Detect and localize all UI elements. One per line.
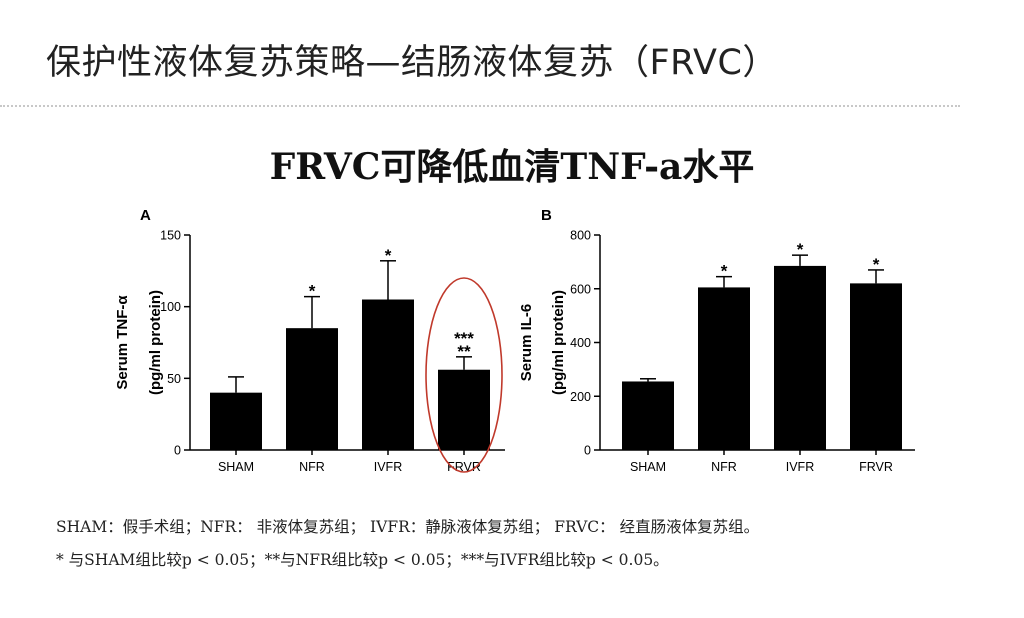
bar-ivfr xyxy=(362,299,414,450)
slide-title: 保护性液体复苏策略—结肠液体复苏（FRVC） xyxy=(46,43,778,83)
category-label: IVFR xyxy=(374,460,402,474)
bar-frvr xyxy=(850,283,902,450)
panel-letter: A xyxy=(140,207,151,224)
category-label: SHAM xyxy=(630,460,666,474)
y-tick-label: 150 xyxy=(160,229,181,243)
significance-marker: * xyxy=(873,255,880,274)
significance-marker: * xyxy=(309,282,316,301)
bar-ivfr xyxy=(774,265,826,450)
y-tick-label: 600 xyxy=(570,282,591,296)
bar-sham xyxy=(622,381,674,450)
category-label: IVFR xyxy=(786,460,814,474)
bar-nfr xyxy=(286,328,338,450)
charts-area: A 0 50 100 150 Serum TNF-α (pg/ml protein) SHAM… xyxy=(114,207,915,474)
y-axis-label-unit: (pg/ml protein) xyxy=(550,290,567,395)
category-label: FRVR xyxy=(859,460,893,474)
title-divider xyxy=(0,105,960,107)
y-axis-label: Serum IL-6 xyxy=(518,304,535,382)
bar-nfr xyxy=(698,287,750,450)
category-label: NFR xyxy=(299,460,325,474)
y-tick-label: 100 xyxy=(160,300,181,314)
y-tick-label: 800 xyxy=(570,229,591,243)
highlight-ellipse xyxy=(425,277,503,473)
slide-headline: FRVC可降低血清TNF-a水平 xyxy=(269,146,755,188)
panel-letter: B xyxy=(541,207,552,224)
category-label: SHAM xyxy=(218,460,254,474)
bar-sham xyxy=(210,392,262,450)
chart-panel-b: B 0 200 400 600 800 Serum IL-6 (pg/ml protein) S… xyxy=(518,207,915,474)
footnote-significance: * 与SHAM组比较p < 0.05；**与NFR组比较p < 0.05；***… xyxy=(56,551,669,569)
significance-marker: * xyxy=(797,240,804,259)
significance-marker: ** xyxy=(457,342,471,361)
y-tick-label: 0 xyxy=(174,444,181,458)
category-label: NFR xyxy=(711,460,737,474)
y-tick-label: 0 xyxy=(584,444,591,458)
significance-marker: *** xyxy=(454,329,474,348)
y-tick-label: 200 xyxy=(570,390,591,404)
y-tick-label: 400 xyxy=(570,336,591,350)
significance-marker: * xyxy=(721,262,728,281)
bar-frvr xyxy=(438,369,490,450)
y-axis-label-unit: (pg/ml protein) xyxy=(147,290,164,395)
y-axis-label: Serum TNF-α xyxy=(114,295,131,390)
significance-marker: * xyxy=(385,246,392,265)
chart-panel-a: A 0 50 100 150 Serum TNF-α (pg/ml protein) SHAM… xyxy=(114,207,505,474)
footnote-groups: SHAM：假手术组；NFR： 非液体复苏组； IVFR：静脉液体复苏组； FRV… xyxy=(56,518,760,536)
y-tick-label: 50 xyxy=(167,372,181,386)
